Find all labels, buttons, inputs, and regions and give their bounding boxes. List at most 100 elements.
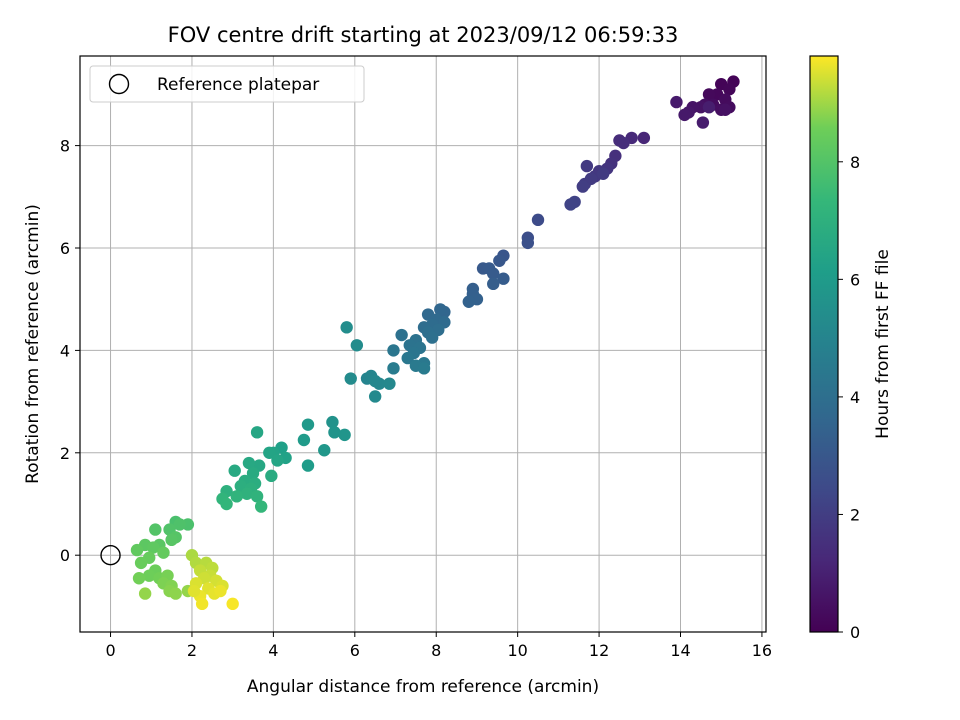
data-point <box>350 339 364 352</box>
data-point <box>301 459 315 472</box>
data-point <box>318 444 331 457</box>
x-tick-label: 16 <box>752 641 772 660</box>
data-point <box>387 344 400 357</box>
data-point <box>368 390 382 403</box>
data-point <box>368 374 382 388</box>
colorbar: 0 2 4 6 8 Hours from first FF file <box>809 55 893 642</box>
data-point <box>434 303 447 316</box>
grid <box>80 56 766 632</box>
y-tick-label: 2 <box>60 444 70 463</box>
colorbar-tick-label: 4 <box>850 388 860 407</box>
data-point <box>531 213 545 227</box>
x-tick-label: 0 <box>105 641 115 660</box>
data-point <box>297 433 311 447</box>
data-points <box>130 75 740 611</box>
data-point <box>564 198 577 211</box>
data-point <box>263 446 276 459</box>
y-ticks: 0 2 4 6 8 <box>60 137 80 565</box>
x-tick-label: 4 <box>268 641 278 660</box>
data-point <box>149 523 162 536</box>
data-point <box>401 351 414 365</box>
data-point <box>220 497 233 511</box>
reference-marker-layer <box>100 545 121 566</box>
legend-entry-reference-platepar: Reference platepar <box>157 75 319 95</box>
data-point <box>425 331 439 344</box>
y-axis-label: Rotation from reference (arcmin) <box>23 204 43 484</box>
data-point <box>696 116 710 129</box>
data-point <box>338 428 351 442</box>
x-tick-label: 8 <box>431 641 441 660</box>
data-point <box>250 426 264 439</box>
data-point <box>497 272 510 285</box>
data-point <box>132 572 146 585</box>
data-point <box>230 490 243 503</box>
data-point <box>143 569 156 582</box>
data-point <box>678 108 691 122</box>
data-point <box>130 543 144 557</box>
data-point <box>487 267 500 280</box>
y-tick-label: 0 <box>60 546 70 565</box>
x-ticks: 0 2 4 6 8 10 12 14 16 <box>105 632 772 660</box>
legend-box <box>89 65 365 103</box>
data-point <box>328 426 341 439</box>
data-point <box>723 83 736 96</box>
data-point <box>387 362 400 375</box>
colorbar-tick-label: 8 <box>850 153 860 172</box>
data-point <box>138 587 152 600</box>
colorbar-label: Hours from first FF file <box>873 249 893 439</box>
data-point <box>417 362 431 375</box>
data-point <box>165 533 178 547</box>
y-tick-label: 6 <box>60 239 70 258</box>
x-tick-label: 14 <box>670 641 690 660</box>
data-point <box>487 277 500 291</box>
y-tick-label: 8 <box>60 137 70 156</box>
data-point <box>702 101 716 114</box>
x-tick-label: 12 <box>589 641 609 660</box>
data-point <box>395 328 408 342</box>
data-point <box>147 541 160 554</box>
data-point <box>521 236 535 250</box>
data-point <box>576 180 589 193</box>
data-point <box>173 518 186 531</box>
legend: Reference platepar <box>89 65 365 103</box>
data-point <box>265 469 278 483</box>
plot-frame <box>79 55 767 633</box>
data-point <box>596 167 610 180</box>
data-point <box>580 159 594 173</box>
data-point <box>670 95 683 109</box>
x-axis-label: Angular distance from reference (arcmin) <box>247 677 599 697</box>
data-point <box>134 556 148 570</box>
data-point <box>187 584 201 598</box>
data-point <box>250 490 264 503</box>
reference-marker <box>100 545 121 566</box>
data-point <box>246 467 260 480</box>
data-point <box>637 131 651 145</box>
legend-marker-open-circle <box>108 73 130 95</box>
data-point <box>195 597 209 611</box>
data-point <box>254 500 268 513</box>
data-point <box>702 88 716 101</box>
data-point <box>340 321 353 334</box>
x-tick-label: 10 <box>507 641 527 660</box>
colorbar-tick-label: 2 <box>850 505 860 524</box>
data-point <box>462 295 476 308</box>
x-tick-label: 2 <box>187 641 197 660</box>
data-point <box>326 415 339 429</box>
data-point <box>169 587 182 600</box>
chart-title: FOV centre drift starting at 2023/09/12 … <box>168 23 679 47</box>
data-point <box>228 464 241 477</box>
y-tick-label: 4 <box>60 341 70 360</box>
data-point <box>493 254 506 267</box>
data-point <box>719 103 732 116</box>
data-point <box>214 584 227 598</box>
data-point <box>617 136 630 150</box>
data-point <box>383 377 396 390</box>
x-tick-label: 6 <box>350 641 360 660</box>
data-point <box>240 487 254 500</box>
colorbar-tick-label: 6 <box>850 270 860 289</box>
data-point <box>301 418 315 431</box>
data-point <box>157 546 170 559</box>
